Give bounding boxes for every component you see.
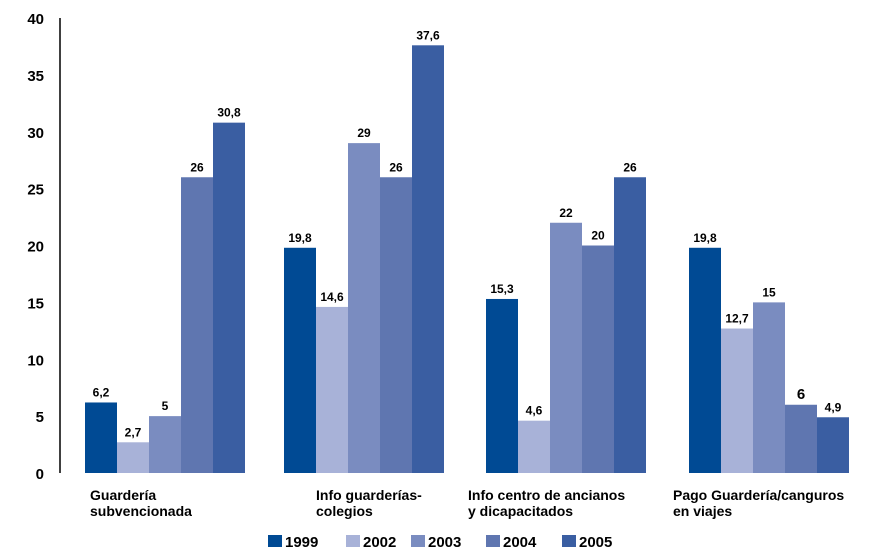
bar-2005-4 — [817, 417, 849, 473]
legend: 1999 2002 2003 2004 2005 — [268, 534, 612, 550]
category-label: colegios — [316, 503, 373, 519]
y-tick-label: 5 — [36, 409, 44, 426]
bar-2002-4 — [721, 328, 753, 473]
data-label: 6 — [797, 386, 805, 403]
bar-1999-2 — [284, 247, 316, 473]
y-tick-label: 30 — [27, 125, 44, 142]
data-label: 30,8 — [217, 106, 241, 120]
data-label: 2,7 — [125, 425, 142, 439]
legend-label-2002: 2002 — [363, 534, 396, 550]
bar-2002-1 — [117, 442, 149, 473]
y-tick-label: 0 — [36, 466, 44, 483]
bar-2005-1 — [213, 122, 245, 474]
data-labels: 6,2 19,8 15,3 19,8 2,7 14,6 4,6 12,7 5 29 22 15 26 26… — [93, 28, 842, 439]
data-label: 20 — [591, 229, 605, 243]
bar-1999-3 — [486, 298, 518, 473]
legend-swatch-2005 — [562, 535, 576, 547]
bar-1999-4 — [689, 247, 721, 473]
legend-swatch-2003 — [411, 535, 425, 547]
data-label: 26 — [623, 160, 637, 174]
category-label: en viajes — [673, 503, 732, 519]
legend-swatch-2002 — [346, 535, 360, 547]
legend-swatch-2004 — [486, 535, 500, 547]
legend-label-2004: 2004 — [503, 534, 537, 550]
category-label: subvencionada — [90, 503, 192, 519]
y-tick-label: 20 — [27, 239, 44, 256]
y-axis-ticks: 0 5 10 15 20 25 30 35 40 — [27, 11, 44, 483]
bar-2004-1 — [181, 177, 213, 473]
data-label: 19,8 — [288, 231, 312, 245]
y-tick-label: 10 — [27, 352, 44, 369]
category-label: Pago Guardería/canguros — [673, 487, 844, 503]
data-label: 37,6 — [416, 28, 440, 42]
data-label: 6,2 — [93, 385, 110, 399]
data-label: 12,7 — [725, 312, 749, 326]
bar-2002-3 — [518, 420, 550, 473]
bar-2002-2 — [316, 306, 348, 473]
data-label: 4,6 — [526, 404, 543, 418]
bars — [85, 45, 849, 474]
category-label: Info centro de ancianos — [468, 487, 625, 503]
bar-1999-1 — [85, 402, 117, 473]
data-label: 26 — [190, 160, 204, 174]
bar-2003-3 — [550, 222, 582, 473]
category-label: Info guarderías- — [316, 487, 422, 503]
data-label: 19,8 — [693, 231, 717, 245]
bar-2004-2 — [380, 177, 412, 473]
y-tick-label: 35 — [27, 68, 44, 85]
legend-label-2005: 2005 — [579, 534, 612, 550]
y-tick-label: 40 — [27, 11, 44, 28]
data-label: 15,3 — [490, 282, 514, 296]
bar-2003-4 — [753, 302, 785, 473]
data-label: 5 — [162, 399, 169, 413]
bar-2004-3 — [582, 245, 614, 473]
data-label: 14,6 — [320, 290, 344, 304]
data-label: 22 — [559, 206, 573, 220]
bar-2004-4 — [785, 404, 817, 473]
category-label: y dicapacitados — [468, 503, 573, 519]
legend-label-2003: 2003 — [428, 534, 461, 550]
data-label: 15 — [762, 285, 776, 299]
legend-swatch-1999 — [268, 535, 282, 547]
y-tick-label: 15 — [27, 295, 44, 312]
bar-2003-2 — [348, 143, 380, 473]
bar-2005-2 — [412, 45, 444, 474]
data-label: 4,9 — [825, 400, 842, 414]
data-label: 29 — [357, 126, 371, 140]
legend-label-1999: 1999 — [285, 534, 318, 550]
data-label: 26 — [389, 160, 403, 174]
y-tick-label: 25 — [27, 182, 44, 199]
bar-2005-3 — [614, 177, 646, 473]
category-label: Guardería — [90, 487, 156, 503]
bar-2003-1 — [149, 416, 181, 473]
